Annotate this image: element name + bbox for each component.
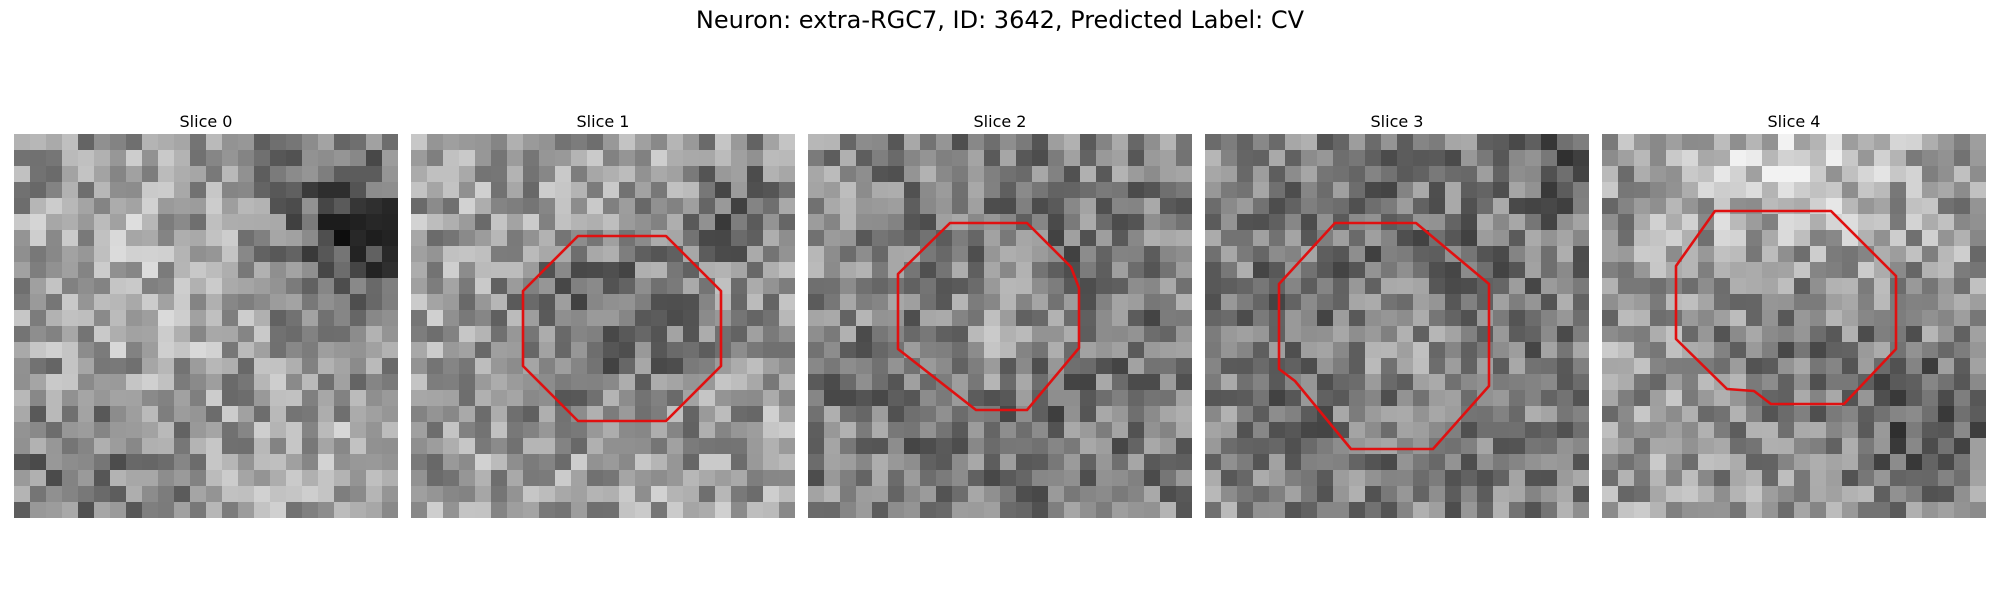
slice-panel-2: Slice 2: [808, 110, 1192, 518]
slice-texture-2: [808, 134, 1192, 518]
roi-contour-2: [896, 221, 1081, 412]
figure-title: Neuron: extra-RGC7, ID: 3642, Predicted …: [695, 6, 1305, 34]
slice-image-1: [411, 134, 795, 518]
slice-panel-3: Slice 3: [1205, 110, 1589, 518]
slice-panel-4: Slice 4: [1602, 110, 1986, 518]
slice-image-0: [14, 134, 398, 518]
slice-title-3: Slice 3: [1370, 112, 1424, 131]
slice-panel-0: Slice 0: [14, 110, 398, 518]
roi-contour-3: [1277, 221, 1491, 451]
slice-texture-1: [411, 134, 795, 518]
roi-contour-1: [521, 234, 723, 423]
slice-image-2: [808, 134, 1192, 518]
slice-texture-4: [1602, 134, 1986, 518]
slice-image-4: [1602, 134, 1986, 518]
slice-image-3: [1205, 134, 1589, 518]
slice-title-2: Slice 2: [973, 112, 1027, 131]
slice-title-1: Slice 1: [576, 112, 630, 131]
slice-title-4: Slice 4: [1767, 112, 1821, 131]
roi-contour-4: [1674, 209, 1898, 406]
slice-texture-0: [14, 134, 398, 518]
slice-title-0: Slice 0: [179, 112, 233, 131]
slice-panel-1: Slice 1: [411, 110, 795, 518]
slice-texture-3: [1205, 134, 1589, 518]
